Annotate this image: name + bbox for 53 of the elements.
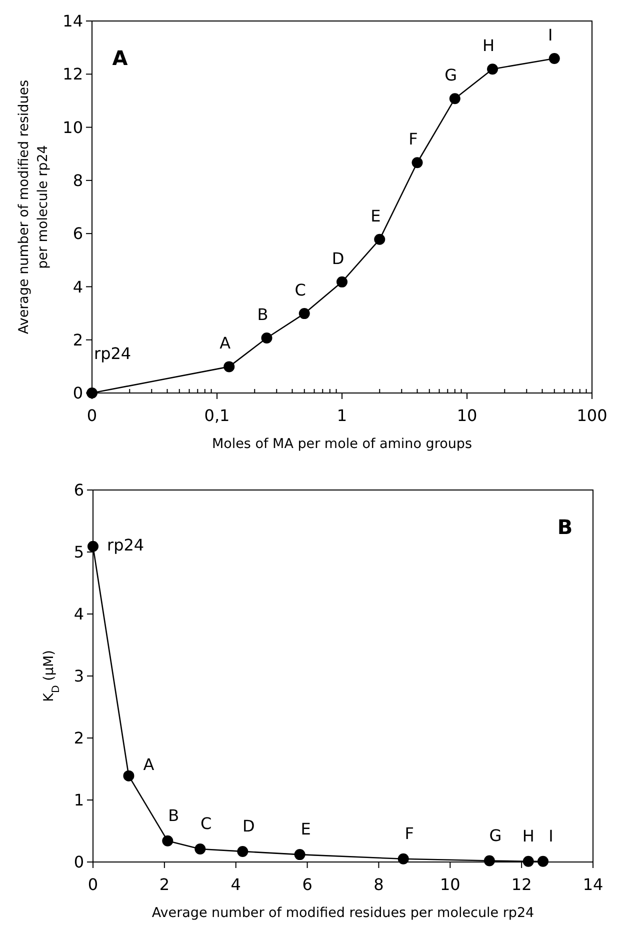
x-tick-label: 12 <box>511 875 532 894</box>
y-tick-label: 0 <box>74 852 84 872</box>
y-tick-label: 4 <box>74 604 84 624</box>
annotation: E <box>300 820 311 839</box>
annotation: F <box>404 824 414 843</box>
annotation: B <box>168 806 180 825</box>
annotation: A <box>220 334 231 353</box>
y-tick-label: 14 <box>62 12 83 31</box>
x-tick-label: 10 <box>456 406 478 425</box>
x-tick-label: 2 <box>159 875 170 894</box>
x-tick-label: 0 <box>88 875 98 894</box>
annotation: G <box>489 826 502 845</box>
y-tick-label: 12 <box>62 64 83 84</box>
x-tick-label: 14 <box>582 875 604 894</box>
annotation: F <box>408 130 418 149</box>
y-tick-label: 0 <box>72 384 83 403</box>
annotation: D <box>242 816 255 836</box>
text: B <box>557 515 573 539</box>
y-tick-label: 6 <box>74 480 84 500</box>
x-tick-label: 1 <box>336 406 348 425</box>
annotation: I <box>548 826 554 846</box>
y-tick-label: 2 <box>72 330 83 350</box>
x-tick-label: 0 <box>86 406 98 425</box>
x-axis-title: Moles of MA per mole of amino groups <box>212 436 472 452</box>
x-axis-title: Average number of modified residues per molecule rp24 <box>152 905 534 921</box>
y-tick-label: 8 <box>72 171 83 190</box>
annotation: rp24 <box>94 344 132 363</box>
x-tick-label: 10 <box>440 875 460 894</box>
x-tick-label: 8 <box>374 875 384 894</box>
y-tick-label: 10 <box>62 118 83 137</box>
annotation: I <box>548 25 553 44</box>
y-tick-label: 6 <box>72 224 83 244</box>
annotation: G <box>444 66 458 85</box>
annotation: H <box>482 36 495 56</box>
annotation: C <box>200 814 212 833</box>
annotation: H <box>522 826 534 846</box>
x-tick-label: 100 <box>576 406 608 425</box>
annotation: A <box>143 754 154 774</box>
text: A <box>112 46 128 70</box>
y-tick-label: 1 <box>74 790 84 810</box>
x-tick-label: 6 <box>302 875 312 894</box>
y-tick-label: 4 <box>72 277 83 296</box>
annotation: E <box>370 206 381 226</box>
annotation: D <box>332 248 344 268</box>
y-axis-title: Average number of modified residues per molecule rp24 <box>16 80 51 334</box>
y-tick-label: 2 <box>74 728 84 748</box>
y-tick-label: 5 <box>74 542 84 562</box>
x-tick-label: 4 <box>230 875 241 894</box>
annotation: B <box>257 304 268 324</box>
x-tick-label: 0,1 <box>204 406 230 425</box>
y-tick-label: 3 <box>74 666 84 686</box>
annotation: C <box>294 280 306 300</box>
annotation: rp24 <box>107 535 144 554</box>
